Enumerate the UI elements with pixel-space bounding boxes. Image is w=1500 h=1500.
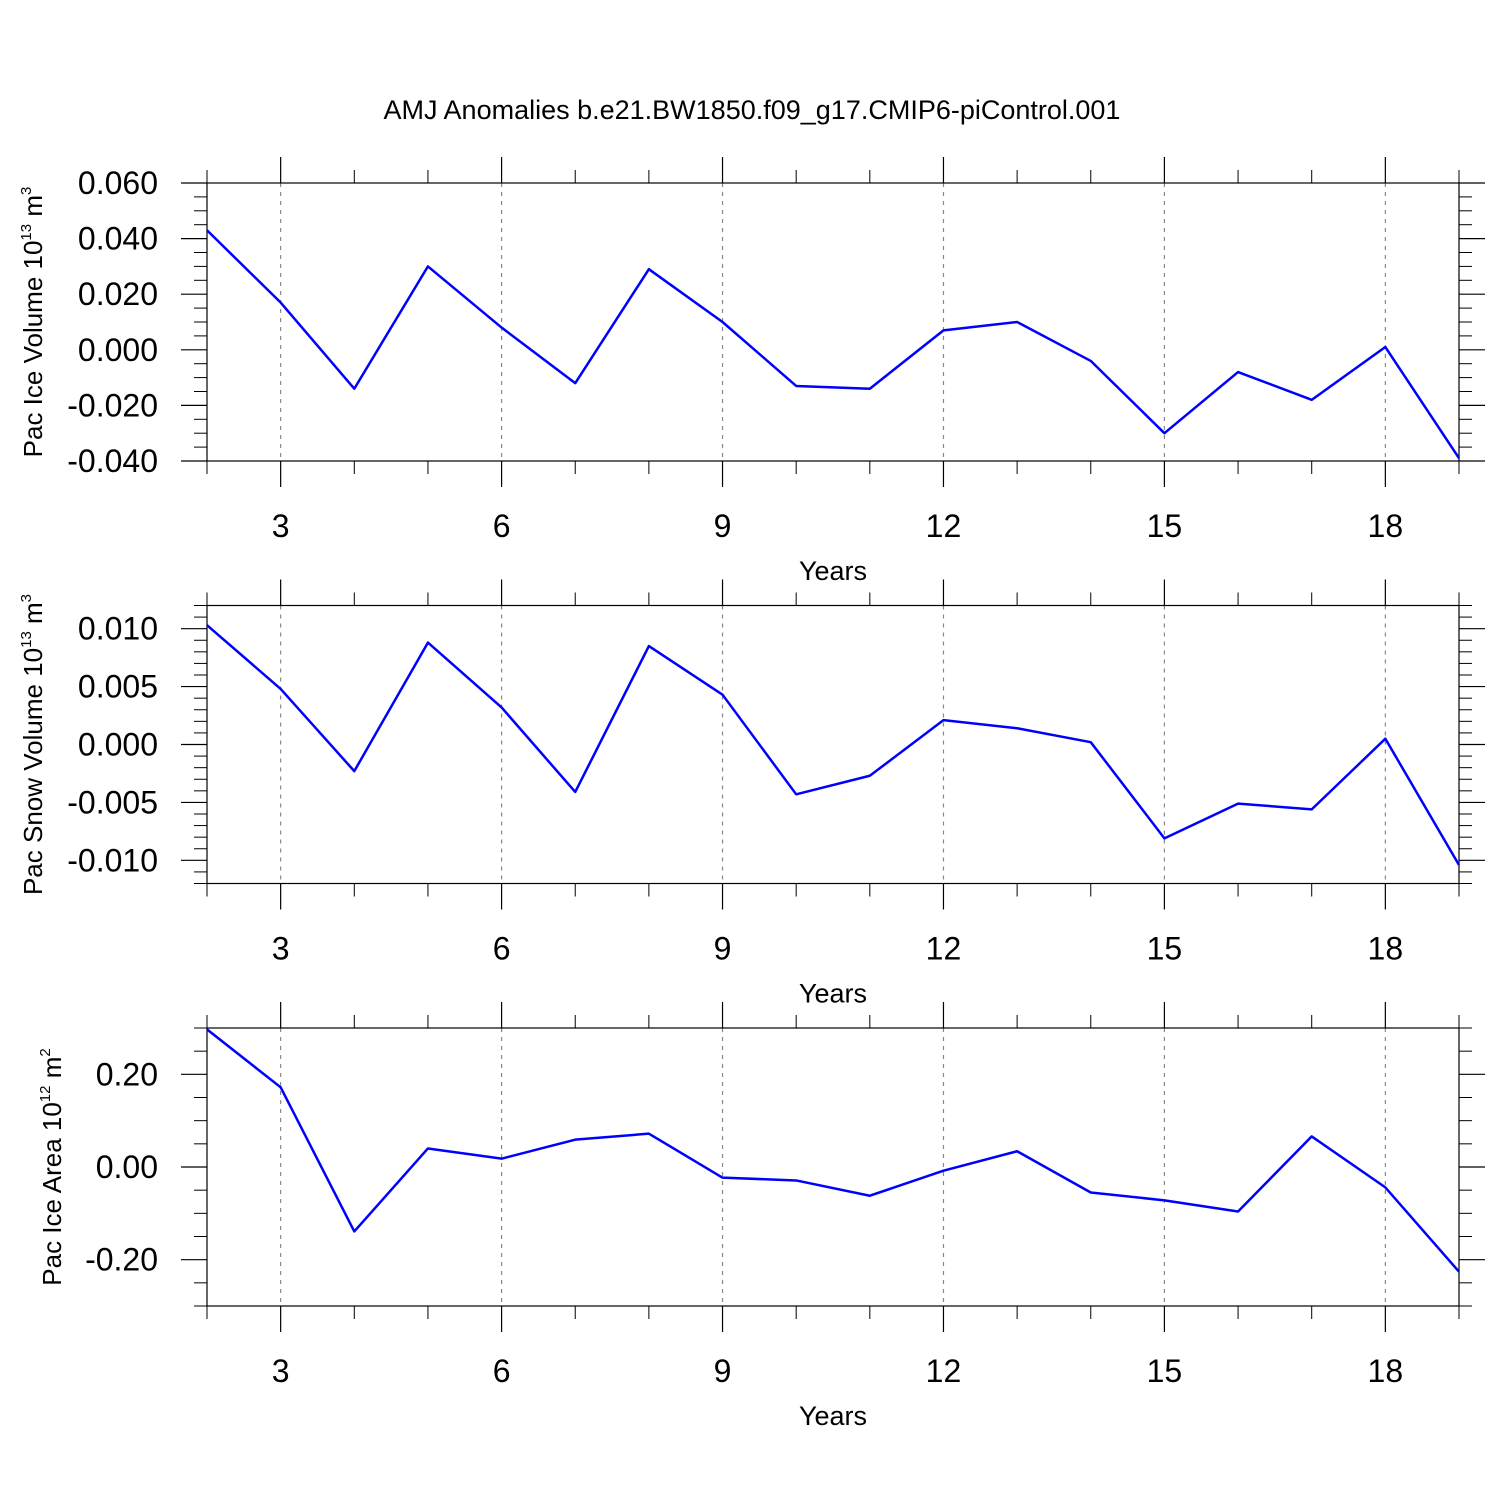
panel: 3 6 9 12 15 18 -0.040 -0.020 0.000 0.020 0.040 0.06… xyxy=(18,157,1485,586)
y-axis-label: Pac Snow Volume 1013 m3 xyxy=(18,594,48,895)
y-axis-label-part: 2 xyxy=(37,1048,54,1056)
x-tick-label: 6 xyxy=(493,1353,511,1389)
y-axis-label-part: 3 xyxy=(18,594,35,602)
x-axis-label: Years xyxy=(799,979,867,1009)
y-tick-label: 0.00 xyxy=(96,1149,158,1185)
x-tick-label: 15 xyxy=(1147,931,1183,967)
x-tick-label: 9 xyxy=(714,931,732,967)
plot-frame xyxy=(206,182,1460,462)
y-tick-label: 0.005 xyxy=(78,669,158,705)
y-axis-label-part: 3 xyxy=(18,187,35,195)
data-line xyxy=(206,229,1461,459)
x-axis-label: Years xyxy=(799,556,867,586)
y-axis-label-part: m xyxy=(18,195,48,224)
y-axis-label-part: m xyxy=(37,1057,67,1086)
x-tick-label: 12 xyxy=(926,1353,962,1389)
y-tick-label: -0.020 xyxy=(67,387,158,423)
data-line xyxy=(206,624,1461,866)
y-tick-label: 0.010 xyxy=(78,611,158,647)
y-tick-label: 0.020 xyxy=(78,276,158,312)
x-tick-label: 12 xyxy=(926,508,962,544)
data-line xyxy=(206,1028,1460,1273)
y-tick-label: -0.040 xyxy=(67,443,158,479)
y-tick-label: 0.040 xyxy=(78,221,158,257)
y-tick-label: 0.000 xyxy=(78,727,158,763)
plot-frame xyxy=(206,604,1460,885)
figure-title: AMJ Anomalies b.e21.BW1850.f09_g17.CMIP6… xyxy=(384,95,1121,125)
x-axis-label: Years xyxy=(799,1401,867,1431)
y-tick-label: -0.005 xyxy=(67,784,158,820)
y-axis-label-part: 13 xyxy=(18,631,35,648)
x-tick-label: 9 xyxy=(714,1353,732,1389)
x-tick-label: 3 xyxy=(272,1353,290,1389)
y-axis-label: Pac Ice Area 1012 m2 xyxy=(37,1048,67,1285)
x-tick-label: 18 xyxy=(1368,508,1404,544)
x-tick-label: 6 xyxy=(493,508,511,544)
y-tick-label: -0.010 xyxy=(67,842,158,878)
y-tick-label: 0.000 xyxy=(78,332,158,368)
x-tick-label: 18 xyxy=(1368,931,1404,967)
x-tick-label: 15 xyxy=(1147,1353,1183,1389)
y-axis-label-part: Pac Ice Area 10 xyxy=(37,1102,67,1286)
y-axis-label-part: Pac Ice Volume 10 xyxy=(18,241,48,458)
x-tick-label: 3 xyxy=(272,508,290,544)
panel: 3 6 9 12 15 18 -0.20 0.00 0.20 Years Pac Ice Area … xyxy=(37,1002,1485,1431)
y-tick-label: -0.20 xyxy=(85,1242,158,1278)
x-tick-label: 3 xyxy=(272,931,290,967)
y-axis-label-part: m xyxy=(18,602,48,631)
y-tick-label: 0.060 xyxy=(78,165,158,201)
x-tick-label: 18 xyxy=(1368,1353,1404,1389)
x-tick-label: 12 xyxy=(926,931,962,967)
x-tick-label: 6 xyxy=(493,931,511,967)
y-axis-label: Pac Ice Volume 1013 m3 xyxy=(18,187,48,458)
y-axis-label-part: Pac Snow Volume 10 xyxy=(18,648,48,895)
plot-frame xyxy=(206,1027,1460,1307)
x-tick-label: 15 xyxy=(1147,508,1183,544)
y-tick-label: 0.20 xyxy=(96,1056,158,1092)
x-tick-label: 9 xyxy=(714,508,732,544)
panel: 3 6 9 12 15 18 -0.010 -0.005 0.000 0.005 0.010 Year… xyxy=(18,579,1485,1009)
y-axis-label-part: 12 xyxy=(37,1085,54,1102)
y-axis-label-part: 13 xyxy=(18,224,35,241)
